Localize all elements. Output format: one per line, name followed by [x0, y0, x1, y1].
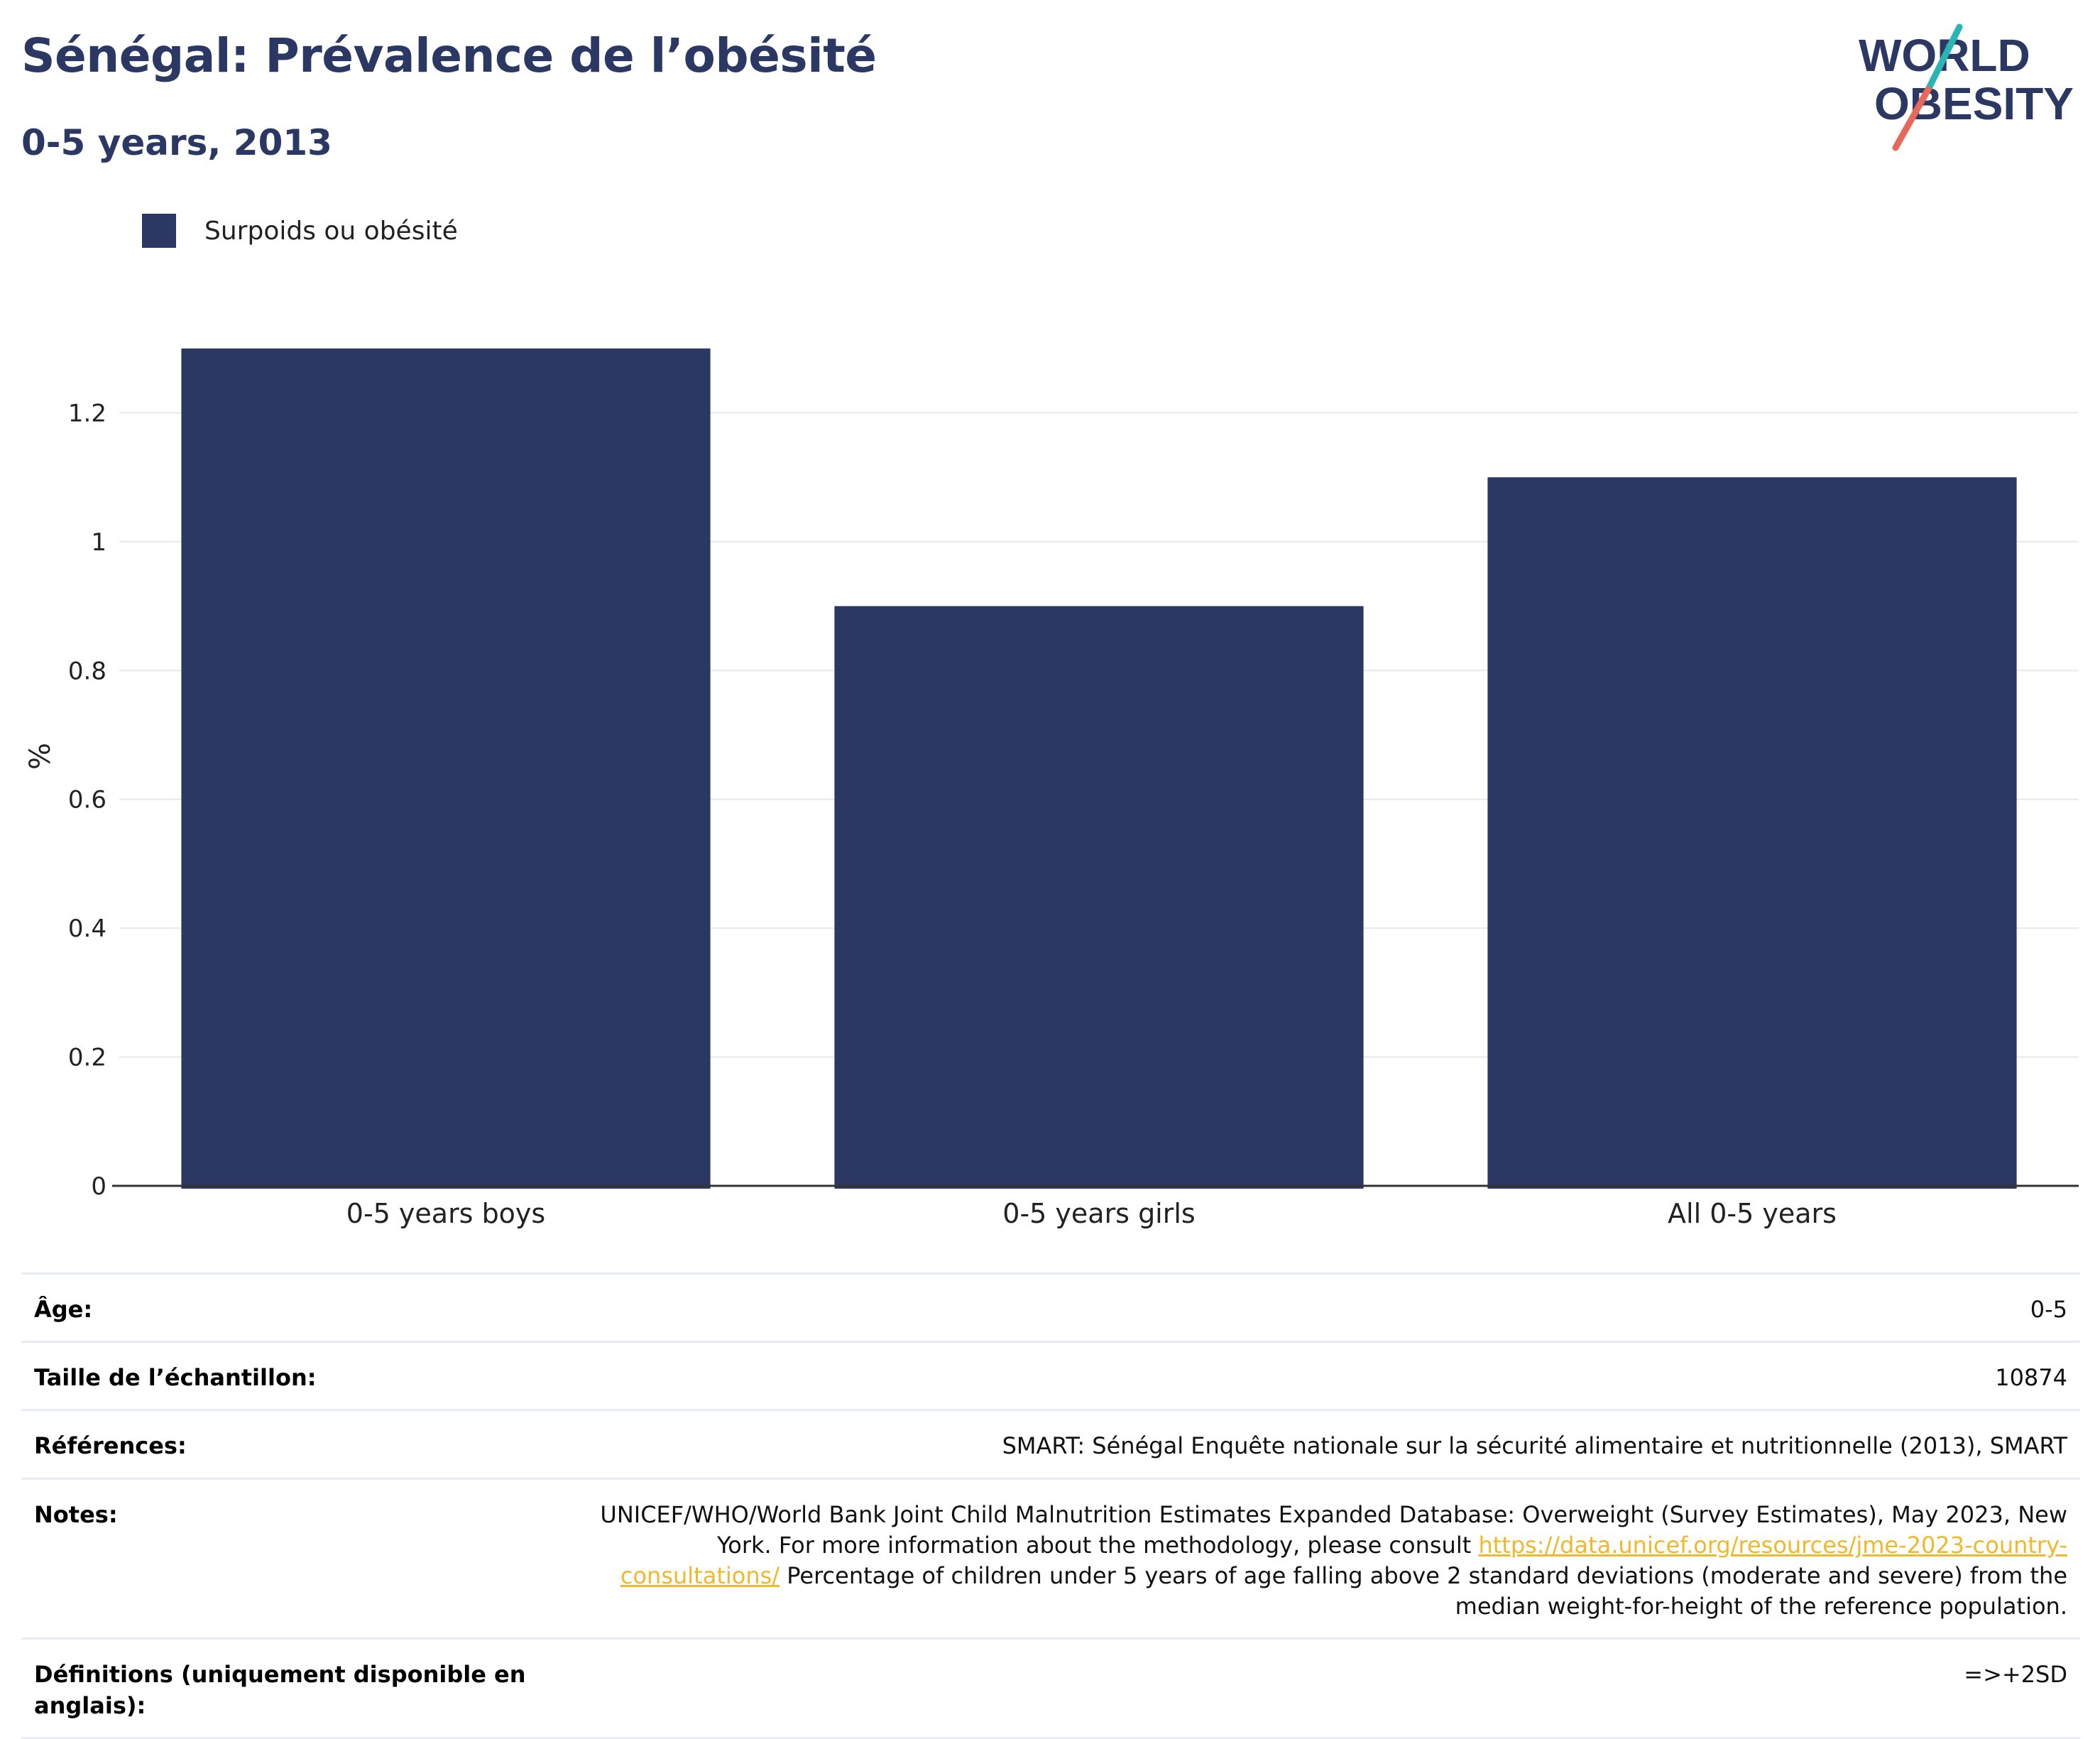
meta-notes-text2: Percentage of children under 5 years of … — [780, 1561, 2067, 1620]
y-tick-label: 1.2 — [68, 399, 106, 427]
chart-subtitle: 0-5 years, 2013 — [21, 122, 332, 163]
bar-chart: 0 0.2 0.4 0.6 0.8 1 1.2 0-5 years boys 0-5 years… — [24, 348, 2079, 1229]
logo-line2: OBESITY — [1874, 78, 2074, 129]
meta-row-references: Références: SMART: Sénégal Enquête natio… — [21, 1409, 2080, 1477]
methodology-link[interactable]: https://data.unicef.org/resources/jme-20… — [620, 1531, 2067, 1589]
meta-sample-value: 10874 — [1995, 1364, 2067, 1392]
y-tick-label: 0.8 — [68, 657, 106, 685]
y-tick-label: 0.6 — [68, 786, 106, 814]
y-tick-label: 0 — [91, 1172, 106, 1201]
world-obesity-logo: WORLD OBESITY — [1859, 23, 2074, 151]
meta-sample-label: Taille de l’échantillon: — [34, 1364, 317, 1392]
meta-row-definitions: Définitions (uniquement disponible en an… — [21, 1637, 2080, 1739]
legend[interactable]: Surpoids ou obésité — [142, 213, 458, 249]
meta-age-label: Âge: — [34, 1296, 93, 1323]
logo-slash-red — [1892, 86, 1932, 151]
y-tick-label: 1 — [91, 528, 106, 557]
chart-title: Sénégal: Prévalence de l’obésité — [21, 28, 877, 83]
meta-row-notes: Notes: UNICEF/WHO/World Bank Joint Child… — [21, 1477, 2080, 1638]
y-tick-label: 0.4 — [68, 915, 106, 943]
meta-row-sample: Taille de l’échantillon: 10874 — [21, 1341, 2080, 1409]
legend-label: Surpoids ou obésité — [204, 216, 458, 246]
x-tick-label: 0-5 years boys — [346, 1198, 545, 1229]
metadata-table: Âge: 0-5 Taille de l’échantillon: 10874 … — [21, 1272, 2080, 1739]
meta-defs-value: =>+2SD — [1964, 1661, 2067, 1689]
bar — [1487, 477, 2017, 1189]
meta-notes-text1: UNICEF/WHO/World Bank Joint Child Malnut… — [600, 1500, 2067, 1559]
meta-defs-label: Définitions (uniquement disponible en an… — [34, 1661, 526, 1719]
meta-notes-value: UNICEF/WHO/World Bank Joint Child Malnut… — [576, 1500, 2067, 1623]
y-axis-title: % — [24, 743, 57, 770]
bar — [181, 348, 711, 1189]
y-tick-label: 0.2 — [68, 1044, 106, 1072]
meta-notes-label: Notes: — [34, 1500, 118, 1528]
meta-refs-label: Références: — [34, 1432, 187, 1460]
meta-age-value: 0-5 — [2030, 1296, 2067, 1323]
x-tick-label: 0-5 years girls — [1002, 1198, 1195, 1229]
x-tick-label: All 0-5 years — [1668, 1198, 1837, 1229]
meta-refs-value: SMART: Sénégal Enquête nationale sur la … — [1002, 1432, 2067, 1460]
logo-slash-teal — [1925, 23, 1963, 93]
bar — [834, 606, 1364, 1189]
legend-swatch — [142, 214, 176, 248]
meta-row-age: Âge: 0-5 — [21, 1272, 2080, 1341]
